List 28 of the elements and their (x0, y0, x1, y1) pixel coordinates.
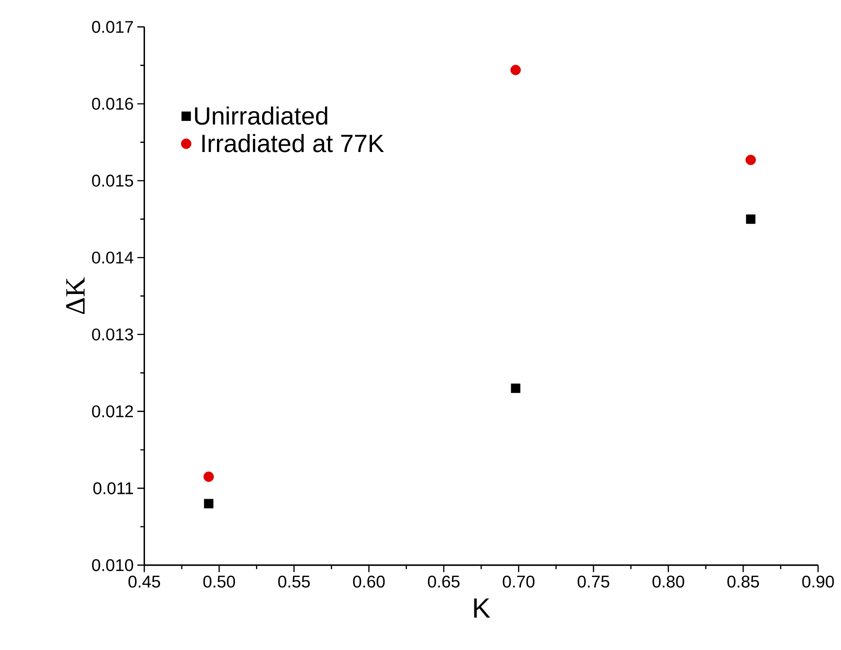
x-tick-label: 0.45 (128, 576, 160, 588)
x-tick-label: 0.90 (802, 576, 834, 588)
point (510, 64, 521, 76)
x-tick-label: 0.65 (428, 576, 460, 588)
x-tick-label: 0.60 (353, 576, 385, 588)
y-tick-label: 0.012 (92, 405, 133, 418)
y-tick-label: 0.011 (93, 482, 133, 494)
x-tick-label: 0.50 (203, 576, 235, 588)
x-tick-label: 0.75 (578, 576, 610, 588)
point (204, 499, 214, 508)
point (746, 214, 756, 224)
y-tick-label: 0.017 (92, 20, 133, 33)
y-axis-title: ΔK (66, 277, 85, 314)
x-tick-label: 0.85 (727, 576, 759, 588)
y-tick-label: 0.014 (92, 252, 134, 264)
y-tick-label: 0.013 (92, 328, 134, 341)
legend-label: Irradiated at 77K (202, 134, 384, 152)
x-axis-title: K (474, 598, 490, 618)
legend-label: Unirradiated (195, 106, 328, 125)
x-tick-label: 0.80 (652, 576, 684, 588)
point (510, 384, 520, 394)
y-tick-label: 0.015 (92, 174, 134, 187)
y-tick-label: 0.016 (92, 98, 134, 110)
x-tick-label: 0.70 (502, 576, 534, 588)
y-tick-label: 0.010 (92, 559, 134, 572)
point (204, 472, 214, 482)
point (746, 154, 756, 166)
x-tick-label: 0.55 (278, 576, 310, 588)
